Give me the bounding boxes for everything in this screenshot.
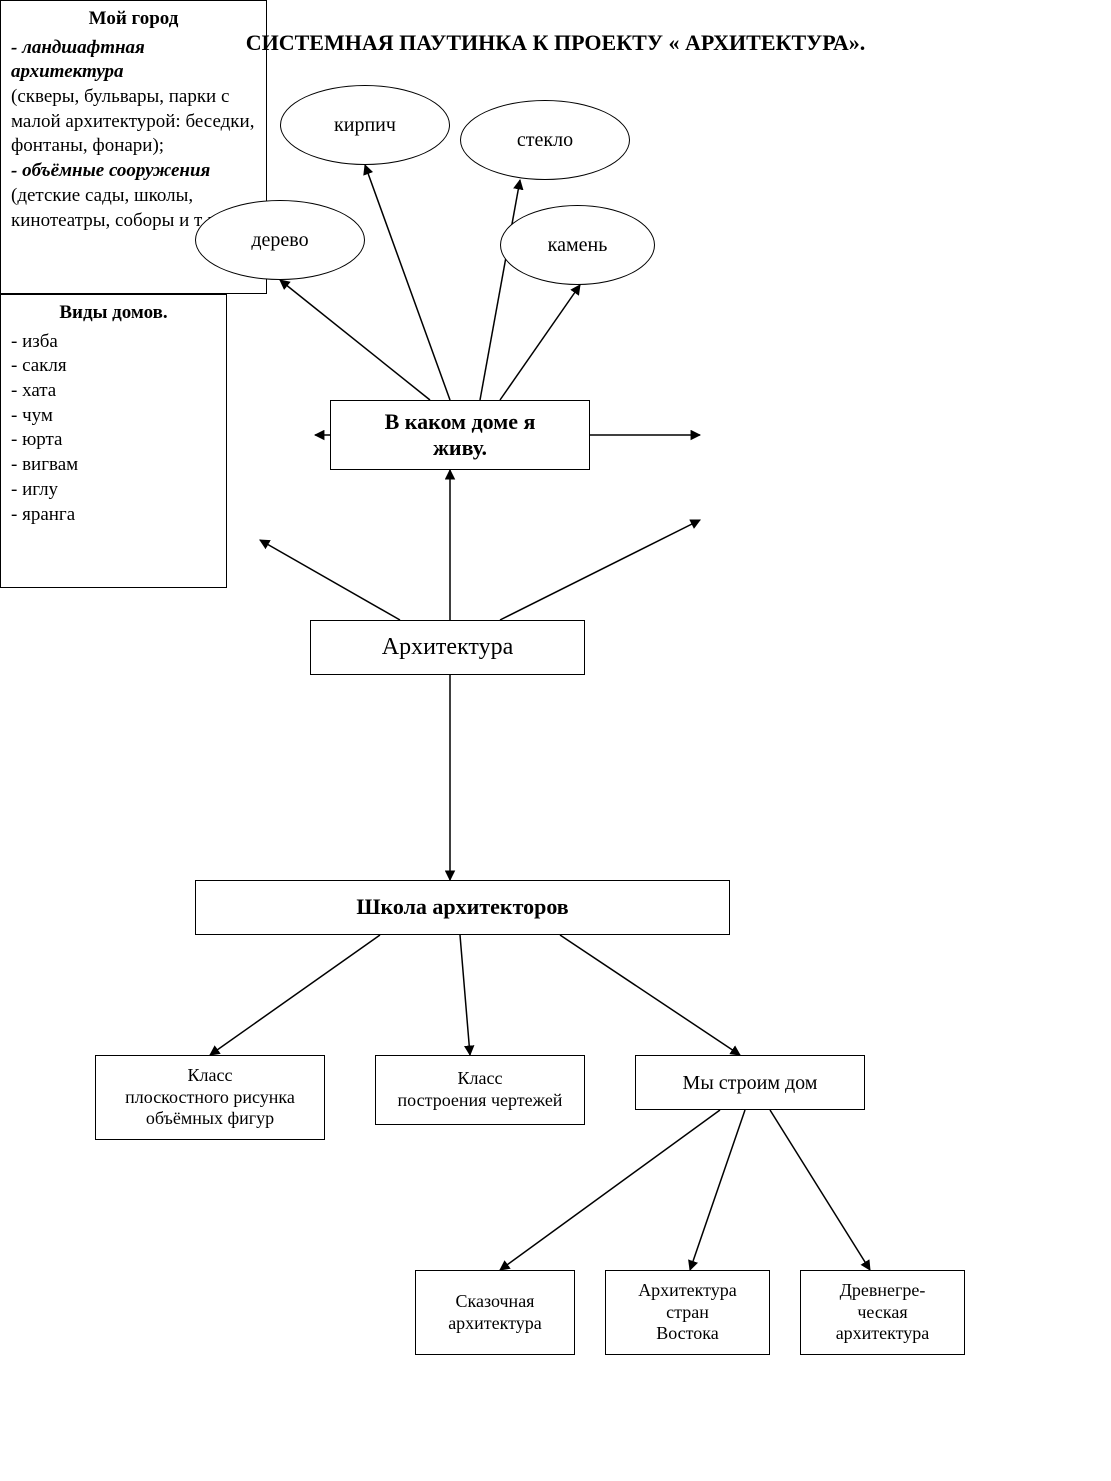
- node-wood: дерево: [195, 200, 365, 280]
- textbox-heading: Мой город: [11, 7, 256, 32]
- edge: [365, 165, 450, 400]
- node-label: дерево: [251, 228, 308, 252]
- diagram-canvas: СИСТЕМНАЯ ПАУТИНКА К ПРОЕКТУ « АРХИТЕКТУ…: [0, 0, 1111, 1481]
- textbox-line: (скверы, бульвары, парки с малой архитек…: [11, 85, 256, 159]
- edge: [560, 935, 740, 1055]
- node-label: Класспостроения чертежей: [398, 1068, 563, 1111]
- node-build-house: Мы строим дом: [635, 1055, 865, 1110]
- node-label: Классплоскостного рисункаобъёмных фигур: [125, 1065, 295, 1130]
- node-fairy-arch: Сказочнаяархитектура: [415, 1270, 575, 1355]
- list-item: чум: [11, 404, 216, 429]
- edge: [280, 280, 430, 400]
- node-label: Сказочнаяархитектура: [448, 1291, 542, 1334]
- node-label: АрхитектурастранВостока: [638, 1280, 737, 1345]
- edge: [500, 285, 580, 400]
- node-label: камень: [548, 233, 608, 257]
- list-item: изба: [11, 330, 216, 355]
- edge: [690, 1110, 745, 1270]
- node-arch: Архитектура: [310, 620, 585, 675]
- node-label: кирпич: [334, 113, 396, 137]
- edge: [480, 180, 520, 400]
- node-class-flat-drawing: Классплоскостного рисункаобъёмных фигур: [95, 1055, 325, 1140]
- textbox-list: избасакляхатачумюртавигвамиглуяранга: [11, 330, 216, 528]
- list-item: хата: [11, 379, 216, 404]
- node-label: Мы строим дом: [683, 1071, 818, 1095]
- edge: [500, 1110, 720, 1270]
- edge: [770, 1110, 870, 1270]
- node-label: В каком доме яживу.: [385, 409, 536, 462]
- node-label: Школа архитекторов: [356, 894, 568, 920]
- list-item: вигвам: [11, 453, 216, 478]
- node-label: стекло: [517, 128, 573, 152]
- edge: [500, 520, 700, 620]
- node-house-types: Виды домов. избасакляхатачумюртавигвамиг…: [0, 294, 227, 588]
- node-label: Архитектура: [382, 633, 513, 662]
- node-class-drafting: Класспостроения чертежей: [375, 1055, 585, 1125]
- node-label: Древнегре-ческаяархитектура: [836, 1280, 930, 1345]
- list-item: яранга: [11, 503, 216, 528]
- node-live: В каком доме яживу.: [330, 400, 590, 470]
- node-stone: камень: [500, 205, 655, 285]
- node-east-arch: АрхитектурастранВостока: [605, 1270, 770, 1355]
- page-title: СИСТЕМНАЯ ПАУТИНКА К ПРОЕКТУ « АРХИТЕКТУ…: [0, 30, 1111, 56]
- list-item: юрта: [11, 428, 216, 453]
- node-greek-arch: Древнегре-ческаяархитектура: [800, 1270, 965, 1355]
- list-item: иглу: [11, 478, 216, 503]
- textbox-line: архитектура: [11, 60, 256, 85]
- edge: [210, 935, 380, 1055]
- node-brick: кирпич: [280, 85, 450, 165]
- node-school: Школа архитекторов: [195, 880, 730, 935]
- textbox-heading: Виды домов.: [11, 301, 216, 326]
- textbox-line: - объёмные сооружения: [11, 159, 256, 184]
- edge: [460, 935, 470, 1055]
- textbox-body: - ландшафтная архитектура(скверы, бульва…: [11, 36, 256, 234]
- list-item: сакля: [11, 354, 216, 379]
- node-glass: стекло: [460, 100, 630, 180]
- edge: [260, 540, 400, 620]
